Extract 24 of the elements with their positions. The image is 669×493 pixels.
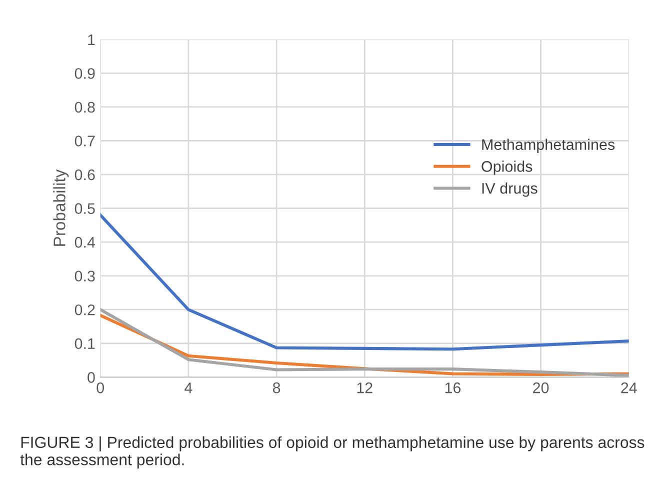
x-tick-label: 0 [96,382,104,394]
x-tick-label: 24 [621,382,637,394]
y-axis-title: Probability [53,169,69,246]
y-tick-label: 0.5 [74,203,95,214]
y-tick-label: 1 [88,34,95,45]
x-tick-label: 8 [272,382,280,394]
legend-label: IV drugs [482,182,538,197]
y-tick-label: 0 [88,372,95,383]
y-tick-label: 0.3 [74,270,95,282]
line-series [100,214,629,351]
y-tick-label: 0.4 [74,236,96,248]
caption: FIGURE 3 | Predicted probabilities of opioid or methamphetamine use by parents across the assessment period. [20,436,644,468]
x-tick-label: 16 [445,382,461,394]
x-tick-label: 12 [357,382,372,394]
legend-label: Opioids [482,160,532,175]
y-tick-label: 0.8 [74,102,95,113]
y-tick-label: 0.6 [74,169,95,180]
x-tick-label: 4 [184,382,192,394]
y-tick-label: 0.9 [74,68,95,79]
y-tick-label: 0.7 [74,136,95,146]
legend-label: Methamphetamines [482,138,615,154]
x-tick-label: 20 [533,382,549,394]
y-tick-label: 0.1 [74,338,95,350]
y-tick-label: 0.2 [74,304,95,316]
